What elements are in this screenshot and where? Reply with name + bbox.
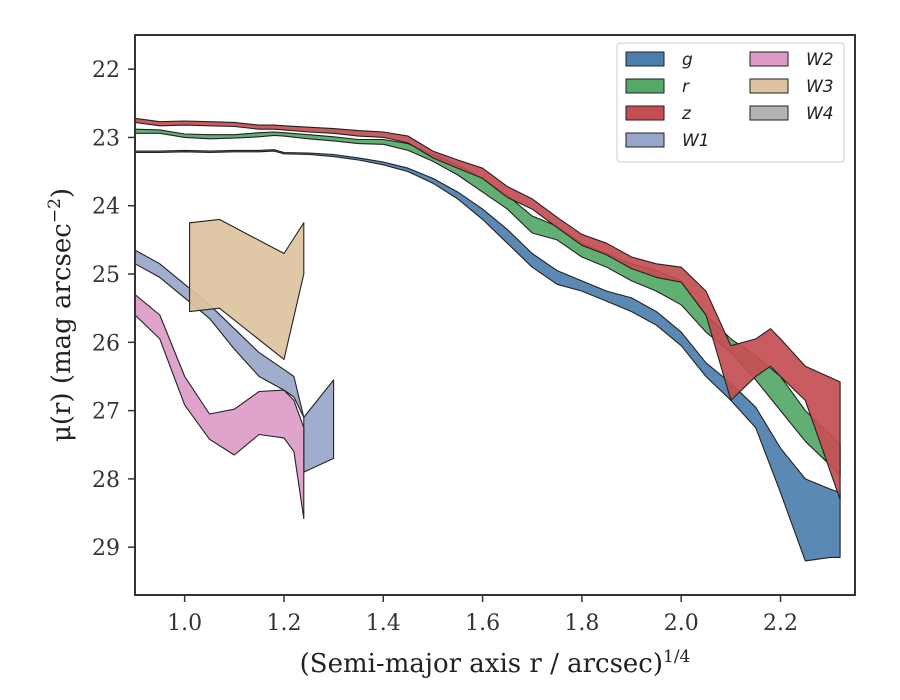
legend-swatch-z	[625, 105, 665, 121]
legend-label-r: r	[682, 77, 690, 97]
x-tick-label: 2.0	[664, 611, 699, 636]
y-axis-label-close: )	[47, 188, 77, 198]
y-tick-label: 26	[92, 331, 120, 356]
legend-label-g: g	[682, 50, 693, 70]
legend-label-w4: W4	[806, 104, 834, 124]
legend-label-w1: W1	[682, 131, 710, 151]
legend-label-w3: W3	[806, 77, 834, 97]
series-band-w3	[189, 218, 305, 360]
x-tick-label: 1.0	[167, 611, 202, 636]
legend-swatch-w2	[749, 51, 789, 67]
y-tick-label: 27	[92, 400, 120, 425]
legend-box	[616, 42, 845, 163]
y-tick-label: 28	[92, 468, 120, 493]
legend-label-w2: W2	[806, 50, 834, 70]
series-band-g	[135, 149, 841, 562]
series-band-w2	[135, 293, 305, 520]
x-tick-label: 1.8	[564, 611, 599, 636]
x-tick-label: 1.6	[465, 611, 500, 636]
series-layer	[135, 117, 841, 562]
x-tick-label: 2.2	[763, 611, 798, 636]
x-axis-label: (Semi-major axis r / arcsec)1/4	[300, 647, 691, 679]
legend-swatch-r	[625, 78, 665, 94]
y-axis-label-exponent: −2	[45, 198, 65, 223]
legend-swatch-w4	[749, 105, 789, 121]
y-axis-label: μ(r) (mag arcsec−2)	[45, 188, 77, 442]
legend: grz W1 W2 W3 W4	[616, 42, 845, 163]
y-tick-label: 24	[92, 195, 120, 220]
plot-frame	[134, 34, 856, 596]
y-tick-label: 29	[92, 536, 120, 561]
x-axis-label-exponent: 1/4	[663, 647, 690, 667]
x-tick-label: 1.4	[366, 611, 401, 636]
y-tick-label: 23	[92, 126, 120, 151]
legend-swatch-w3	[749, 78, 789, 94]
x-tick-label: 1.2	[266, 611, 301, 636]
axis-layer: 1.0 1.2 1.4 1.6 1.8 2.0 2.2 22 23 24 25 26 27 28 29	[92, 58, 798, 636]
legend-swatch-w1	[625, 132, 665, 148]
y-tick-label: 22	[92, 58, 120, 83]
y-tick-label: 25	[92, 263, 120, 288]
series-band-z	[135, 117, 841, 500]
legend-label-z: z	[681, 104, 692, 124]
legend-swatch-g	[625, 51, 665, 67]
